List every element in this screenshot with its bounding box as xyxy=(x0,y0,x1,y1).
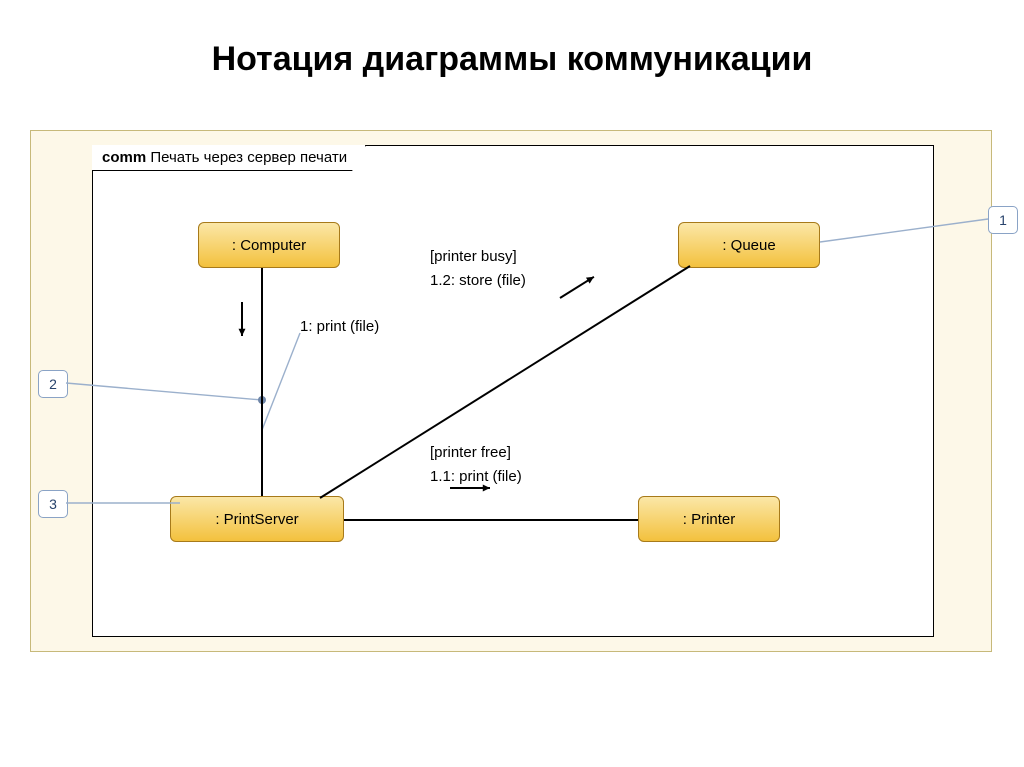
node-label: : Computer xyxy=(232,237,306,254)
diagram-frame: comm Печать через сервер печати xyxy=(92,145,934,637)
node-label: : Printer xyxy=(683,511,736,528)
msg-12: 1.2: store (file) xyxy=(430,272,526,289)
msg-11-guard: [printer free] xyxy=(430,444,511,461)
callout-label: 1 xyxy=(999,212,1007,228)
node-printer: : Printer xyxy=(638,496,780,542)
msg-11: 1.1: print (file) xyxy=(430,468,522,485)
callout-label: 3 xyxy=(49,496,57,512)
msg-12-guard: [printer busy] xyxy=(430,248,517,265)
callout-3: 3 xyxy=(38,490,68,518)
node-queue: : Queue xyxy=(678,222,820,268)
node-label: : PrintServer xyxy=(215,511,298,528)
node-printserver: : PrintServer xyxy=(170,496,344,542)
msg-1: 1: print (file) xyxy=(300,318,379,335)
page-title: Нотация диаграммы коммуникации xyxy=(0,40,1024,79)
callout-2: 2 xyxy=(38,370,68,398)
frame-tab-prefix: comm xyxy=(102,149,146,166)
node-computer: : Computer xyxy=(198,222,340,268)
node-label: : Queue xyxy=(722,237,775,254)
callout-label: 2 xyxy=(49,376,57,392)
frame-tab-text: Печать через сервер печати xyxy=(150,149,347,166)
callout-1: 1 xyxy=(988,206,1018,234)
frame-tab: comm Печать через сервер печати xyxy=(92,145,366,171)
